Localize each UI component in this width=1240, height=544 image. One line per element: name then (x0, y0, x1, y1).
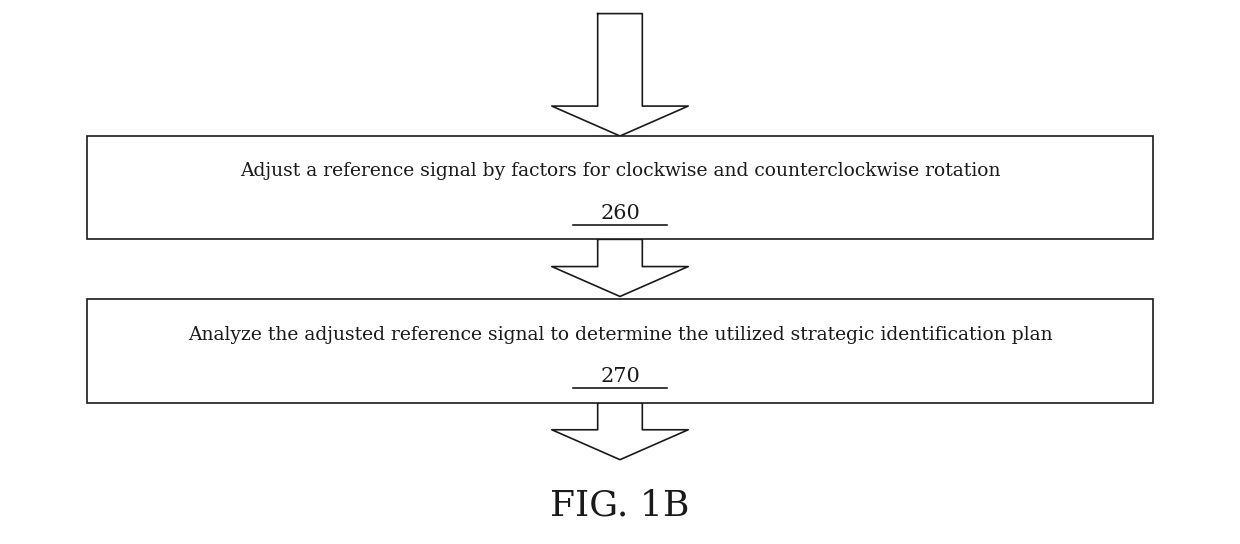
Polygon shape (552, 239, 688, 296)
Text: Adjust a reference signal by factors for clockwise and counterclockwise rotation: Adjust a reference signal by factors for… (239, 162, 1001, 181)
Bar (87, 299, 1153, 403)
Text: FIG. 1B: FIG. 1B (551, 489, 689, 523)
Text: Analyze the adjusted reference signal to determine the utilized strategic identi: Analyze the adjusted reference signal to… (187, 325, 1053, 344)
Bar (87, 136, 1153, 239)
Polygon shape (552, 14, 688, 136)
Text: 260: 260 (600, 204, 640, 222)
Text: 270: 270 (600, 367, 640, 386)
Polygon shape (552, 403, 688, 460)
